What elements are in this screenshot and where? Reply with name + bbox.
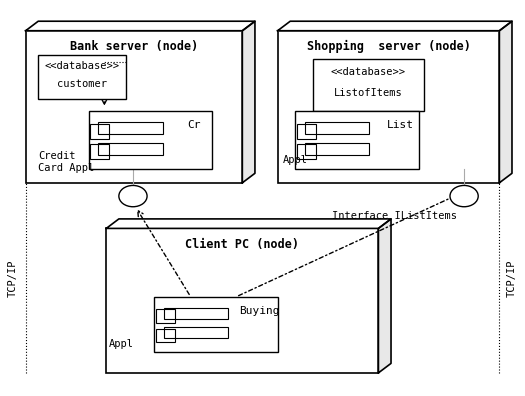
Polygon shape <box>499 21 512 183</box>
Text: Interface IListItems: Interface IListItems <box>332 211 457 221</box>
Text: Buying: Buying <box>239 306 279 316</box>
Polygon shape <box>379 219 391 373</box>
Bar <box>38 55 127 99</box>
Bar <box>26 31 243 183</box>
Text: Client PC (node): Client PC (node) <box>185 238 299 251</box>
Bar <box>89 110 212 169</box>
Circle shape <box>450 185 478 207</box>
Bar <box>90 145 109 159</box>
Bar <box>154 297 278 352</box>
Text: TCP/IP: TCP/IP <box>507 259 517 297</box>
Polygon shape <box>243 21 255 183</box>
Text: customer: customer <box>57 79 107 89</box>
Bar <box>305 143 370 155</box>
Bar <box>99 122 163 134</box>
Bar <box>295 110 419 169</box>
Bar <box>297 145 316 159</box>
Polygon shape <box>106 219 391 228</box>
Text: Shopping  server (node): Shopping server (node) <box>307 40 470 53</box>
Bar <box>278 31 499 183</box>
Polygon shape <box>278 21 512 31</box>
Circle shape <box>119 185 147 207</box>
Text: Bank server (node): Bank server (node) <box>70 40 198 53</box>
Text: TCP/IP: TCP/IP <box>8 259 18 297</box>
Bar <box>156 329 174 342</box>
Text: Appl: Appl <box>109 339 134 349</box>
Text: ListofItems: ListofItems <box>334 88 403 97</box>
Bar <box>297 124 316 139</box>
Text: Cr: Cr <box>187 120 201 130</box>
Polygon shape <box>26 21 255 31</box>
Text: <<database>>: <<database>> <box>45 61 120 71</box>
Bar <box>164 327 228 338</box>
Text: Appl: Appl <box>282 155 308 165</box>
Bar <box>313 59 424 110</box>
Bar <box>156 309 174 323</box>
Text: Credit
Card Appl: Credit Card Appl <box>38 151 94 173</box>
Bar <box>90 124 109 139</box>
Bar <box>305 122 370 134</box>
Bar <box>99 143 163 155</box>
Text: List: List <box>387 120 414 130</box>
Bar <box>164 308 228 319</box>
Text: <<database>>: <<database>> <box>331 67 406 77</box>
Bar <box>106 228 379 373</box>
